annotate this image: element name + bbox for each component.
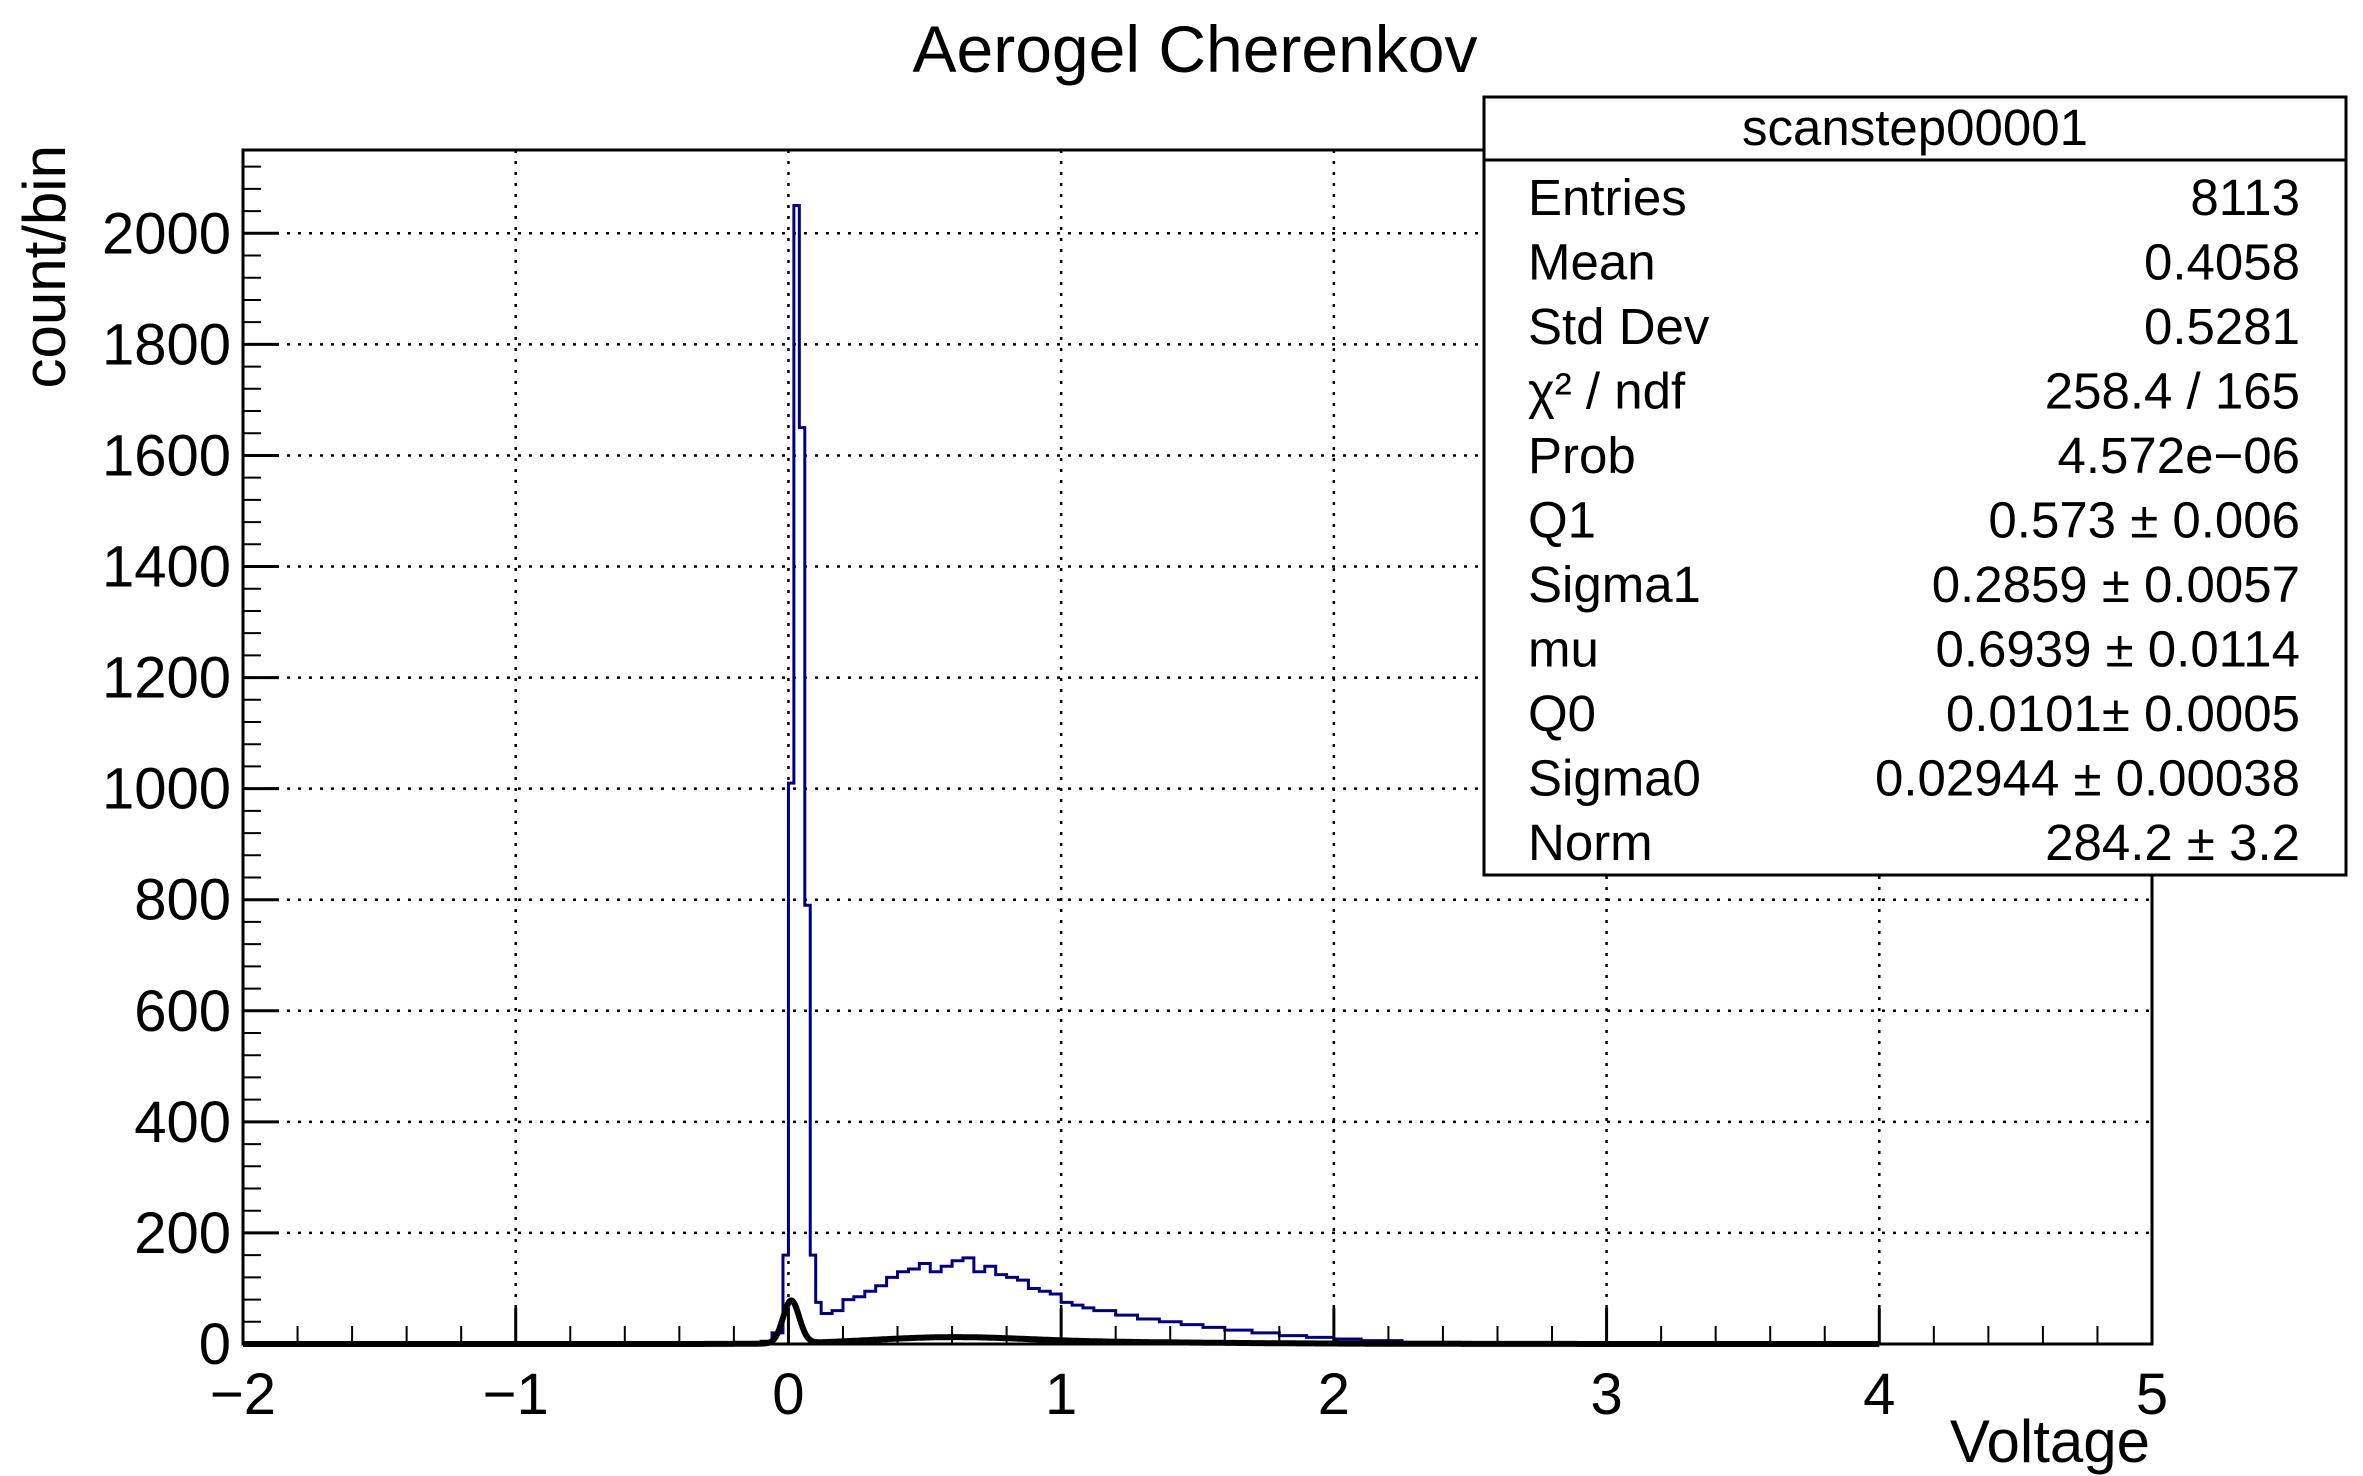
y-tick-label: 0 <box>199 1312 231 1377</box>
stats-row-value: 0.6939 ± 0.0114 <box>1935 621 2300 678</box>
y-axis-title: count/bin <box>11 145 78 389</box>
stats-box: scanstep00001 Entries 8113 Mean 0.4058 Std De… <box>1482 95 2348 877</box>
stats-row-value: 0.5281 <box>2144 298 2300 355</box>
stats-row-value: 0.573 ± 0.006 <box>1988 492 2300 549</box>
y-tick-label: 1200 <box>102 646 231 711</box>
stats-row-value: 0.02944 ± 0.00038 <box>1875 750 2300 807</box>
histogram-bin <box>996 1275 1007 1344</box>
histogram-bin <box>1028 1288 1039 1344</box>
stats-row-label: Prob <box>1528 427 1636 484</box>
y-tick-label: 600 <box>134 979 231 1044</box>
y-tick-label: 1600 <box>102 423 231 488</box>
histogram-bin <box>1007 1277 1018 1344</box>
x-tick-label: −1 <box>483 1362 549 1427</box>
y-tick-label: 400 <box>134 1090 231 1155</box>
stats-row-label: Std Dev <box>1528 298 1710 355</box>
histogram-bin <box>1050 1294 1061 1344</box>
histogram-bin <box>898 1272 909 1344</box>
histogram-bin <box>1039 1291 1050 1344</box>
stats-row-label: Mean <box>1528 234 1656 291</box>
x-tick-label: 3 <box>1590 1362 1622 1427</box>
y-tick-label: 2000 <box>102 201 231 266</box>
chart-title: Aerogel Cherenkov <box>913 12 1478 86</box>
stats-row-label: Sigma1 <box>1528 556 1701 613</box>
y-tick-label: 800 <box>134 868 231 933</box>
x-tick-label: 5 <box>2136 1362 2168 1427</box>
histogram-bin <box>908 1269 919 1344</box>
histogram-bin <box>985 1266 996 1344</box>
x-tick-label: 0 <box>772 1362 804 1427</box>
stats-row-label: Sigma0 <box>1528 750 1701 807</box>
histogram-bin <box>963 1258 974 1344</box>
histogram-bin <box>941 1266 952 1344</box>
stats-row-label: mu <box>1528 621 1599 678</box>
x-tick-label: 4 <box>1863 1362 1895 1427</box>
stats-row-label: Entries <box>1528 169 1687 226</box>
stats-row-value: 258.4 / 165 <box>2045 363 2300 420</box>
stats-row-label: Q0 <box>1528 685 1596 742</box>
axes: −2 −1 0 1 2 3 4 5 0 200 400 600 800 1000 1200 1400 1600 1… <box>102 165 2168 1427</box>
histogram-bin <box>930 1272 941 1344</box>
stats-box-frame <box>1482 95 2348 877</box>
stats-row-value: 8113 <box>2190 169 2300 226</box>
histogram-bin <box>876 1286 887 1344</box>
x-tick-label: −2 <box>210 1362 276 1427</box>
histogram-bin <box>887 1277 898 1344</box>
stats-row-label: Q1 <box>1528 492 1596 549</box>
y-tick-label: 1400 <box>102 535 231 600</box>
stats-row-value: 0.2859 ± 0.0057 <box>1932 556 2300 613</box>
y-tick-label: 1800 <box>102 312 231 377</box>
histogram-bin <box>865 1291 876 1344</box>
histogram-bin <box>952 1261 963 1344</box>
histogram-bin <box>843 1300 854 1344</box>
stats-row-label: Norm <box>1528 814 1653 871</box>
x-tick-label: 1 <box>1045 1362 1077 1427</box>
stats-row-value: 284.2 ± 3.2 <box>2045 814 2300 871</box>
histogram-bin <box>974 1272 985 1344</box>
stats-row-value: 0.4058 <box>2144 234 2300 291</box>
y-tick-label: 1000 <box>102 757 231 822</box>
x-tick-label: 2 <box>1318 1362 1350 1427</box>
histogram-bin <box>919 1263 930 1344</box>
stats-row-value: 4.572e−06 <box>2058 427 2301 484</box>
histogram-bin <box>1018 1280 1029 1344</box>
stats-row-value: 0.0101± 0.0005 <box>1946 685 2300 742</box>
stats-row-label: χ² / ndf <box>1528 363 1686 420</box>
histogram-bin <box>854 1297 865 1344</box>
histogram <box>759 204 1609 1345</box>
y-tick-label: 200 <box>134 1201 231 1266</box>
x-axis-title: Voltage <box>1950 1408 2150 1475</box>
histogram-outline <box>759 204 1609 1345</box>
stats-box-title: scanstep00001 <box>1742 99 2088 156</box>
